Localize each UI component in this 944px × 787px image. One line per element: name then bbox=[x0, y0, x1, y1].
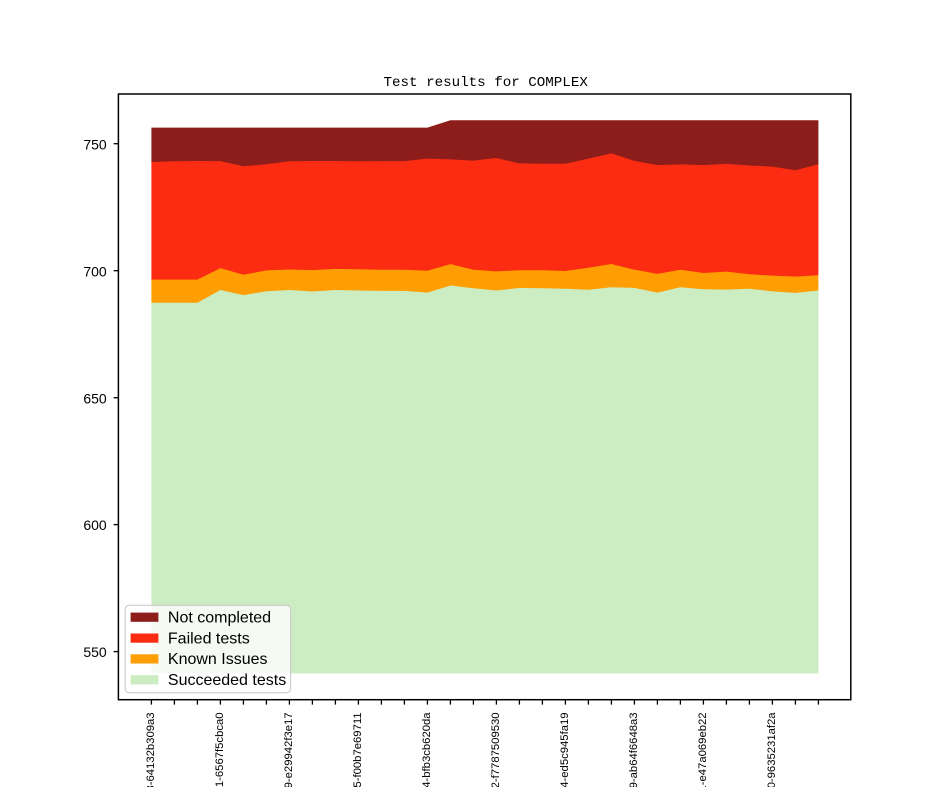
svg-text:Known Issues: Known Issues bbox=[168, 651, 268, 668]
svg-text:1-e47a069eb22: 1-e47a069eb22 bbox=[697, 712, 709, 787]
svg-text:4-bfb3cb620da: 4-bfb3cb620da bbox=[421, 712, 433, 787]
svg-text:550: 550 bbox=[83, 644, 107, 660]
svg-text:9-e29942f3e17: 9-e29942f3e17 bbox=[283, 712, 295, 787]
svg-text:3-64132b309a3: 3-64132b309a3 bbox=[145, 712, 157, 787]
svg-text:Succeeded tests: Succeeded tests bbox=[168, 672, 286, 689]
svg-text:2-f7787509530: 2-f7787509530 bbox=[490, 712, 502, 787]
svg-text:700: 700 bbox=[83, 263, 107, 279]
svg-text:5-f00b7e69711: 5-f00b7e69711 bbox=[352, 712, 364, 787]
svg-text:Failed tests: Failed tests bbox=[168, 630, 250, 647]
svg-text:-1-6567f5cbca0: -1-6567f5cbca0 bbox=[214, 712, 226, 787]
svg-text:Not completed: Not completed bbox=[168, 610, 271, 627]
svg-text:0-9635231af2a: 0-9635231af2a bbox=[766, 712, 778, 787]
svg-text:4-ed5c945fa19: 4-ed5c945fa19 bbox=[559, 712, 571, 787]
svg-text:600: 600 bbox=[83, 517, 107, 533]
svg-text:650: 650 bbox=[83, 390, 107, 406]
svg-text:Test results for COMPLEX: Test results for COMPLEX bbox=[384, 75, 589, 91]
svg-text:750: 750 bbox=[83, 136, 107, 152]
svg-text:9-ab64f6648a3: 9-ab64f6648a3 bbox=[628, 712, 640, 787]
